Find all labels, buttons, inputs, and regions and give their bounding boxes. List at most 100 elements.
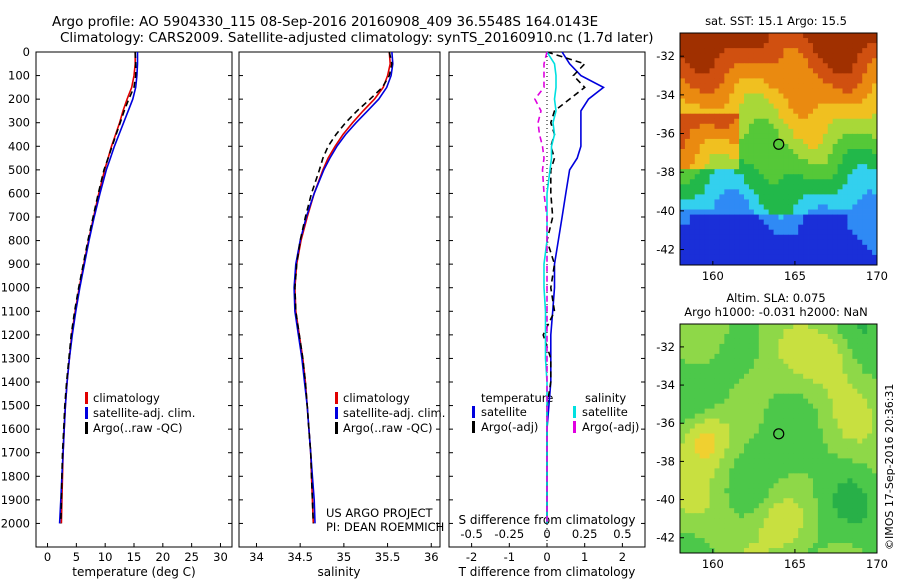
map-cell (827, 523, 834, 529)
map-cell (827, 103, 834, 110)
map-cell (689, 488, 696, 494)
map-cell (724, 378, 730, 385)
map-cell (793, 368, 799, 375)
map-cell (729, 244, 735, 251)
map-cell (803, 53, 809, 59)
map-cell (798, 548, 804, 554)
y-tick-label: -40 (656, 204, 675, 218)
map-cell (812, 343, 819, 350)
map-cell (729, 363, 735, 370)
y-tick-label: -42 (656, 243, 675, 257)
map-cell (793, 128, 799, 135)
map-cell (808, 133, 814, 140)
map-cell (768, 373, 774, 380)
map-cell (832, 239, 838, 246)
y-tick-label: 0 (23, 45, 30, 59)
map-cell (689, 403, 696, 410)
map-cell (852, 113, 858, 120)
map-cell (872, 468, 878, 474)
map-cell (857, 413, 863, 419)
map-cell (699, 88, 706, 94)
map-cell (680, 164, 686, 170)
map-cell (763, 483, 770, 489)
map-cell (714, 33, 720, 39)
map-cell (793, 33, 799, 39)
map-cell (768, 224, 774, 231)
map-cell (724, 538, 730, 544)
map-cell (719, 239, 725, 246)
map-cell (812, 113, 819, 120)
map-cell (837, 254, 843, 261)
map-cell (684, 38, 691, 44)
map-cell (803, 58, 809, 64)
map-cell (694, 128, 701, 135)
map-cell (699, 204, 706, 210)
map-cell (719, 448, 725, 454)
map-cell (763, 123, 770, 130)
map-cell (832, 219, 838, 226)
map-cell (872, 68, 878, 74)
map-cell (862, 478, 868, 484)
map-cell (719, 353, 725, 360)
map-cell (763, 128, 770, 135)
map-cell (783, 179, 789, 185)
map-cell (803, 138, 809, 145)
map-cell (689, 343, 696, 350)
map-cell (694, 423, 701, 429)
map-cell (812, 53, 819, 59)
map-cell (684, 423, 691, 429)
map-cell (739, 468, 745, 474)
map-cell (867, 493, 873, 499)
map-cell (694, 358, 701, 365)
map-cell (822, 199, 829, 205)
map-cell (867, 93, 873, 99)
map-cell (808, 518, 814, 524)
y-tick-label: -40 (656, 493, 675, 507)
map-cell (748, 244, 755, 251)
map-cell (812, 528, 819, 534)
map-cell (867, 488, 873, 494)
map-cell (837, 343, 843, 350)
map-cell (729, 403, 735, 410)
map-cell (812, 159, 819, 165)
map-cell (872, 209, 878, 215)
map-cell (684, 403, 691, 410)
map-cell (788, 149, 794, 155)
map-cell (719, 508, 725, 514)
y-tick-label: 1100 (1, 304, 30, 318)
map-cell (724, 448, 730, 454)
legend-label: climatology (93, 391, 160, 405)
map-cell (719, 428, 725, 434)
map-cell (817, 184, 824, 190)
map-cell (817, 403, 824, 410)
map-cell (872, 443, 878, 449)
map-cell (808, 58, 814, 64)
map-cell (783, 83, 789, 89)
map-cell (798, 523, 804, 529)
map-cell (694, 513, 701, 519)
map-cell (842, 423, 848, 429)
map-cell (699, 63, 706, 69)
x-tick-label: 160 (702, 557, 724, 571)
map-cell (709, 353, 715, 360)
map-cell (709, 229, 715, 236)
map-cell (798, 343, 804, 350)
map-cell (803, 244, 809, 251)
map-cell (847, 189, 853, 195)
map-cell (763, 88, 770, 94)
map-cell (842, 543, 848, 549)
map-cell (704, 403, 710, 410)
map-cell (773, 433, 779, 439)
map-cell (793, 388, 799, 395)
map-cell (699, 259, 706, 266)
map-cell (689, 483, 696, 489)
map-cell (734, 58, 740, 64)
map-cell (837, 413, 843, 419)
map-cell (798, 169, 804, 175)
map-cell (817, 169, 824, 175)
map-cell (704, 438, 710, 444)
map-cell (857, 244, 863, 251)
map-cell (768, 368, 774, 375)
map-cell (719, 423, 725, 429)
map-cell (719, 438, 725, 444)
